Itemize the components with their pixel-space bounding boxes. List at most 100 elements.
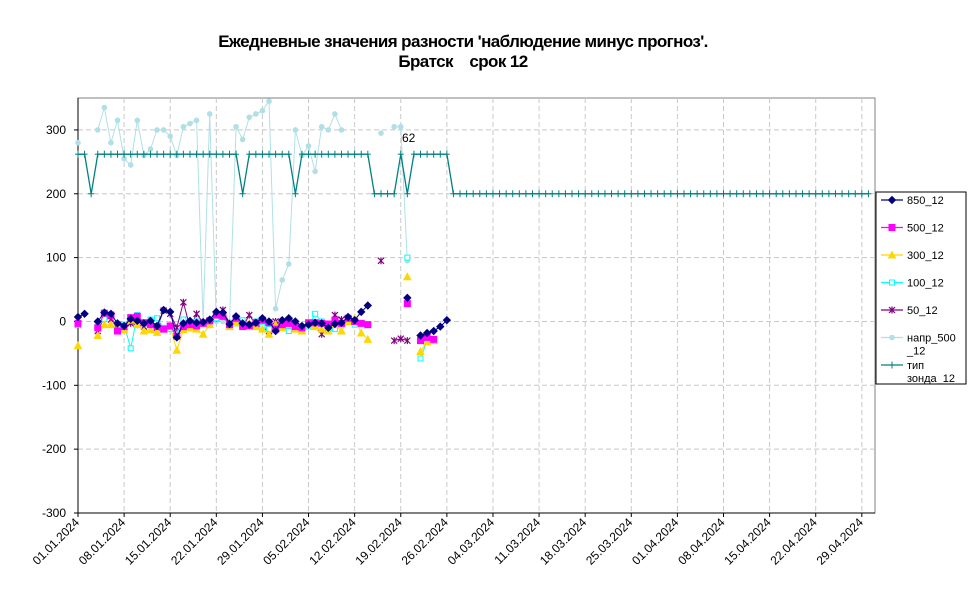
data-point <box>238 319 247 328</box>
data-point <box>127 345 134 352</box>
data-point <box>654 190 661 198</box>
data-point <box>259 107 266 114</box>
data-point <box>180 150 187 158</box>
data-point <box>648 190 655 198</box>
data-point <box>555 190 562 198</box>
data-point <box>338 127 345 133</box>
data-point <box>198 317 208 327</box>
data-point <box>94 324 102 332</box>
y-tick-label: 300 <box>46 123 66 137</box>
data-point <box>727 190 734 198</box>
data-point <box>424 150 431 158</box>
data-point <box>231 312 241 321</box>
data-point <box>94 127 101 133</box>
data-point <box>634 190 641 198</box>
data-point <box>246 150 253 158</box>
data-point <box>363 334 373 343</box>
data-point <box>245 320 254 329</box>
data-point <box>397 123 404 130</box>
data-point <box>271 326 280 336</box>
data-point <box>205 315 214 324</box>
data-point <box>186 150 193 158</box>
data-point <box>661 190 668 198</box>
data-point <box>264 317 274 326</box>
chart-subtitle: Братск срок 12 <box>398 52 527 71</box>
data-point <box>615 190 622 198</box>
data-point <box>416 331 425 340</box>
data-point <box>74 319 82 327</box>
data-point <box>133 316 142 326</box>
data-point <box>852 190 859 198</box>
data-point <box>417 355 424 362</box>
data-point <box>317 324 327 333</box>
data-point <box>146 325 155 334</box>
data-point <box>403 272 412 281</box>
data-point <box>246 114 253 120</box>
data-point <box>403 337 411 345</box>
data-point <box>292 127 299 133</box>
data-point <box>887 250 897 259</box>
data-point <box>264 329 274 338</box>
data-point <box>279 150 286 158</box>
data-point <box>312 150 319 158</box>
data-point <box>404 254 411 261</box>
data-point <box>166 307 175 317</box>
data-point <box>219 150 226 158</box>
legend-label: 300_12 <box>907 250 944 262</box>
data-point <box>746 190 753 198</box>
x-tick-label: 04.03.2024 <box>445 515 498 568</box>
data-point <box>180 123 187 130</box>
data-point <box>832 190 839 198</box>
data-point <box>364 150 371 158</box>
data-point <box>457 190 464 198</box>
x-axis: 01.01.202408.01.202415.01.202422.01.2024… <box>30 512 875 568</box>
legend-item: тип зонда_12 <box>881 360 955 385</box>
x-tick-label: 15.01.2024 <box>122 515 175 568</box>
data-point <box>378 130 384 136</box>
data-point <box>167 150 174 158</box>
data-point <box>343 312 353 322</box>
data-point <box>358 150 365 158</box>
data-point <box>700 190 707 198</box>
data-point <box>291 317 300 326</box>
data-point <box>114 150 121 158</box>
data-point <box>345 150 352 158</box>
data-point <box>888 224 896 231</box>
data-point <box>582 190 589 198</box>
data-point <box>106 320 116 329</box>
data-point <box>422 328 432 338</box>
data-point <box>146 316 155 326</box>
data-point <box>569 190 576 198</box>
data-point <box>93 330 103 340</box>
data-point <box>450 190 457 198</box>
y-tick-label: 200 <box>46 187 66 201</box>
plot-area <box>77 97 876 514</box>
data-point <box>377 190 384 198</box>
data-point <box>430 150 437 158</box>
data-point <box>80 309 89 319</box>
data-point <box>621 190 628 198</box>
series-850_12 <box>73 293 452 342</box>
data-point <box>251 318 261 327</box>
data-point <box>889 334 895 341</box>
data-point <box>330 319 340 329</box>
data-point <box>81 150 88 158</box>
data-point <box>154 315 161 322</box>
data-point <box>397 335 405 343</box>
data-point <box>865 190 872 198</box>
data-point <box>305 150 312 158</box>
legend-items: 850_12 500_12 300_12 100_12 50_12 напр_500 _12… <box>881 195 956 385</box>
data-point <box>588 190 595 198</box>
data-point <box>687 190 694 198</box>
data-point <box>75 139 81 146</box>
data-point <box>152 327 162 336</box>
legend-label: тип зонда_12 <box>907 360 955 385</box>
data-point <box>430 335 438 343</box>
data-point <box>266 150 273 158</box>
x-tick-label: 08.04.2024 <box>675 515 728 568</box>
x-tick-label: 15.04.2024 <box>721 515 774 568</box>
legend-label: 50_12 <box>907 305 938 317</box>
data-point <box>720 190 727 198</box>
data-point <box>206 111 213 117</box>
data-point <box>887 195 897 205</box>
